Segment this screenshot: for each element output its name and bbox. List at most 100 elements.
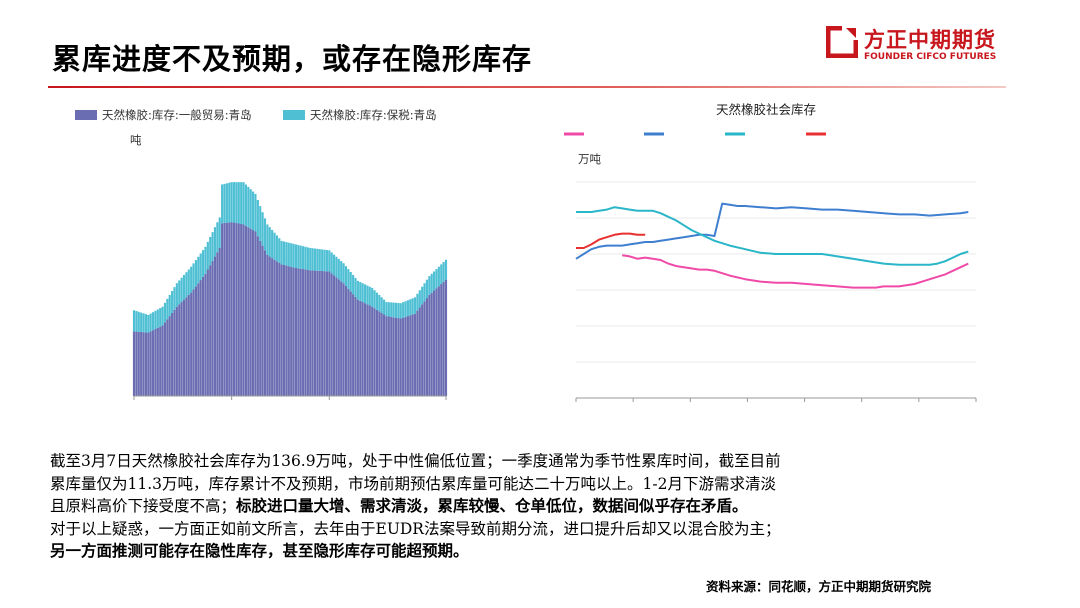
bar-general bbox=[221, 223, 224, 396]
bar-general bbox=[266, 255, 269, 396]
bar-general bbox=[392, 317, 395, 396]
source-note: 资料来源：同花顺，方正中期期货研究院 bbox=[706, 579, 932, 594]
bar-bonded bbox=[211, 232, 214, 261]
bar-bonded bbox=[197, 256, 200, 284]
chart-left-legend: 天然橡胶:库存:一般贸易:青岛 天然橡胶:库存:保税:青岛 bbox=[75, 108, 437, 122]
bar-general bbox=[287, 266, 290, 396]
bar-general bbox=[280, 264, 283, 396]
bar-bonded bbox=[359, 282, 362, 301]
bar-general bbox=[368, 305, 371, 396]
bar-bonded bbox=[444, 259, 448, 280]
chart-right-ylabel: 万吨 bbox=[578, 152, 601, 166]
bar-bonded bbox=[173, 287, 176, 310]
bar-bonded bbox=[292, 243, 295, 268]
bar-general bbox=[259, 240, 262, 396]
analysis-line-2: 累库量仅为11.3万吨，库存累计不及预期，市场前期预估累库量可能达二十万吨以上。… bbox=[50, 474, 776, 493]
bar-bonded bbox=[254, 193, 257, 232]
bar-bonded bbox=[171, 291, 174, 313]
bar-bonded bbox=[175, 283, 178, 307]
bar-bonded bbox=[142, 313, 145, 333]
bar-bonded bbox=[371, 287, 374, 307]
bar-bonded bbox=[266, 224, 269, 255]
bar-general bbox=[232, 222, 236, 396]
bar-bonded bbox=[178, 280, 181, 305]
bar-bonded bbox=[235, 182, 238, 224]
bar-bonded bbox=[356, 280, 359, 300]
bar-general bbox=[313, 270, 317, 396]
bar-general bbox=[185, 297, 188, 396]
bar-general bbox=[206, 269, 209, 396]
bar-general bbox=[237, 223, 240, 396]
bar-bonded bbox=[392, 302, 395, 318]
bar-bonded bbox=[385, 302, 388, 317]
bar-bonded bbox=[318, 249, 321, 271]
bar-bonded bbox=[294, 244, 298, 268]
bar-bonded bbox=[149, 313, 152, 332]
bar-general bbox=[201, 276, 205, 396]
bar-bonded bbox=[244, 184, 248, 226]
brand-logo: 方正中期期货 FOUNDER CIFCO FUTURES bbox=[826, 24, 1006, 66]
bar-general bbox=[275, 261, 278, 396]
bar-general bbox=[437, 286, 440, 396]
bar-bonded bbox=[247, 186, 250, 228]
bar-general bbox=[137, 331, 140, 396]
bar-bonded bbox=[411, 298, 414, 315]
bar-bonded bbox=[321, 249, 324, 272]
bar-bonded bbox=[418, 290, 421, 308]
bar-bonded bbox=[409, 299, 412, 316]
bar-general bbox=[378, 311, 381, 396]
bar-general bbox=[330, 273, 333, 396]
bar-bonded bbox=[352, 274, 355, 295]
bar-general bbox=[361, 302, 364, 396]
bar-general bbox=[175, 306, 178, 396]
bar-general bbox=[404, 316, 407, 396]
bar-bonded bbox=[375, 292, 379, 310]
bar-bonded bbox=[421, 286, 424, 305]
bar-bonded bbox=[237, 182, 240, 224]
bar-bonded bbox=[182, 274, 186, 300]
bar-general bbox=[254, 231, 257, 396]
bar-general bbox=[240, 223, 243, 396]
bar-bonded bbox=[347, 269, 350, 289]
bar-general bbox=[142, 332, 145, 396]
bar-general bbox=[182, 299, 186, 396]
bar-general bbox=[440, 284, 443, 396]
bar-general bbox=[385, 316, 388, 396]
series-line-2022年 bbox=[622, 254, 969, 289]
bar-general bbox=[390, 316, 393, 396]
bar-general bbox=[430, 292, 433, 396]
bar-general bbox=[316, 270, 319, 396]
bar-general bbox=[242, 224, 245, 396]
bar-bonded bbox=[147, 314, 150, 333]
bar-bonded bbox=[290, 243, 293, 267]
bar-bonded bbox=[180, 277, 183, 302]
bar-bonded bbox=[342, 263, 345, 284]
bar-general bbox=[306, 269, 309, 396]
bar-bonded bbox=[140, 312, 143, 332]
bar-general bbox=[340, 281, 343, 396]
bar-bonded bbox=[425, 279, 429, 299]
bar-general bbox=[344, 285, 348, 396]
bar-general bbox=[302, 269, 305, 396]
bar-general bbox=[161, 325, 164, 396]
bar-bonded bbox=[361, 283, 364, 302]
bar-bonded bbox=[204, 246, 207, 274]
bar-bonded bbox=[413, 297, 417, 314]
series-line-2023年 bbox=[575, 202, 969, 260]
social-inventory-chart: 天然橡胶社会库存 万吨 bbox=[564, 102, 977, 402]
bar-general bbox=[216, 252, 219, 396]
bar-bonded bbox=[206, 241, 209, 270]
bar-general bbox=[359, 300, 362, 396]
bar-general bbox=[156, 327, 159, 396]
bar-general bbox=[442, 281, 445, 396]
bar-bonded bbox=[442, 262, 445, 282]
bar-general bbox=[347, 288, 350, 396]
bar-bonded bbox=[151, 312, 155, 331]
bar-general bbox=[402, 317, 405, 396]
analysis-line-1: 截至3月7日天然橡胶社会库存为136.9万吨，处于中性偏低位置；一季度通常为季节… bbox=[50, 452, 781, 470]
bar-general bbox=[318, 270, 321, 396]
bar-general bbox=[192, 289, 195, 396]
bar-general bbox=[332, 275, 336, 396]
bar-general bbox=[209, 265, 212, 396]
bar-bonded bbox=[163, 302, 167, 323]
